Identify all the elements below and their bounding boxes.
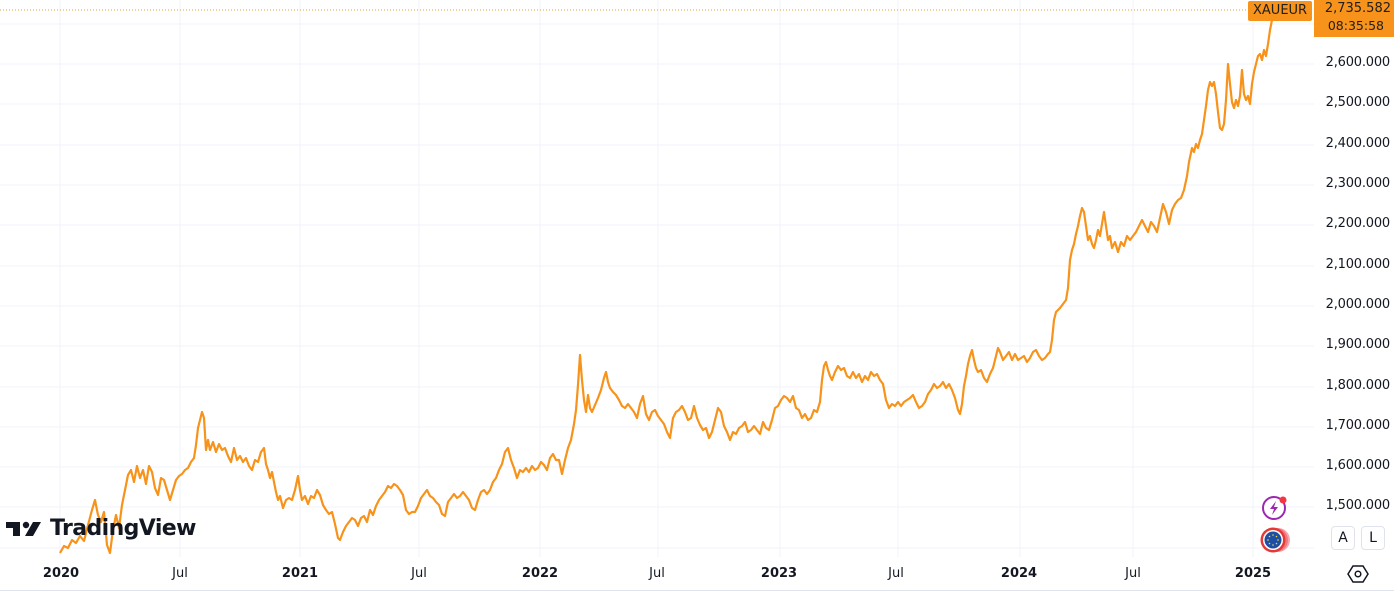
tradingview-logo-icon [6,521,41,536]
price-label: 2,100.000 [1325,257,1391,272]
price-label: 1,900.000 [1325,337,1391,352]
price-label: 2,500.000 [1325,95,1391,110]
time-label: Jul [649,566,665,581]
price-label: 1,800.000 [1325,378,1391,393]
time-label: Jul [888,566,904,581]
auto-scale-button[interactable]: A [1331,526,1355,550]
price-label: 2,600.000 [1325,55,1391,70]
bar-countdown: 08:35:58 [1327,18,1384,33]
brand-name: TradingView [50,516,196,541]
time-label: 2020 [42,566,80,581]
price-label: 1,700.000 [1325,418,1391,433]
price-label: 2,400.000 [1325,136,1391,151]
price-line [59,9,1276,555]
time-label: Jul [411,566,427,581]
grid [0,0,1314,557]
price-label: 2,200.000 [1325,216,1391,231]
price-label: 2,300.000 [1325,176,1391,191]
time-label: 2022 [521,566,559,581]
price-label: 1,500.000 [1325,498,1391,513]
bottom-border [0,590,1394,591]
price-label: 2,000.000 [1325,297,1391,312]
lightning-alert-icon[interactable] [1260,493,1290,523]
time-label: 2021 [281,566,319,581]
time-label: 2024 [1000,566,1038,581]
tradingview-logo[interactable]: TradingView [6,516,196,541]
log-scale-button[interactable]: L [1361,526,1385,550]
time-label: Jul [1125,566,1141,581]
time-label: Jul [172,566,188,581]
last-price: 2,735.582 [1324,1,1391,16]
eu-flag-icon[interactable] [1258,525,1292,555]
symbol-tag: XAUEUR [1248,1,1313,21]
price-label: 1,600.000 [1325,458,1391,473]
time-label: 2025 [1234,566,1272,581]
settings-icon[interactable] [1347,564,1369,584]
time-label: 2023 [760,566,798,581]
last-price-tag: 2,735.582 08:35:58 [1314,0,1394,37]
